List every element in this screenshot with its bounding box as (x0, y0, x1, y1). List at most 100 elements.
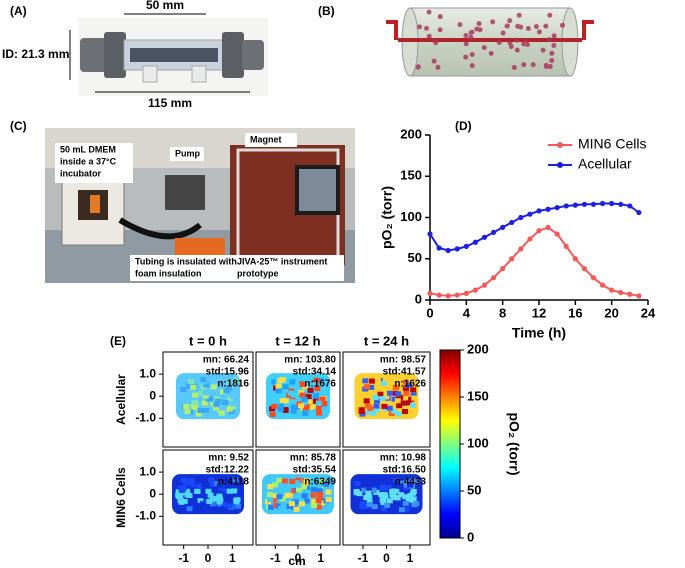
map-pixel (181, 498, 188, 504)
map-pixel (197, 390, 204, 396)
map-pixel (399, 406, 406, 412)
map-pixel (306, 505, 313, 511)
x-tick-label: 1 (229, 551, 236, 565)
stat-label: mn: 103.80 (284, 355, 336, 366)
map-pixel (316, 483, 323, 489)
map-pixel (315, 405, 322, 411)
map-pixel (201, 379, 208, 385)
map-pixel (230, 393, 237, 399)
cell-dot (432, 38, 438, 44)
map-pixel (393, 488, 400, 494)
map-pixel (213, 407, 220, 413)
map-pixel (235, 483, 242, 489)
map-pixel (277, 378, 284, 384)
x-tick-label: -1 (358, 551, 369, 565)
map-pixel (361, 487, 368, 493)
map-pixel (299, 381, 306, 387)
annotation: Tubing is insulated with (135, 256, 237, 266)
annotation: prototype (237, 268, 279, 278)
data-point (463, 243, 469, 249)
map-pixel (378, 492, 385, 498)
map-pixel (385, 485, 392, 491)
map-pixel (211, 496, 218, 502)
x-tick-label: 0 (383, 551, 390, 565)
cell-dot (511, 64, 517, 70)
map-pixel (311, 503, 318, 509)
map-pixel (177, 497, 184, 503)
map-pixel (271, 403, 278, 409)
series-line (429, 202, 640, 252)
annotation: JIVA-25™ instrument (237, 256, 327, 266)
column-label: t = 24 h (364, 333, 409, 348)
map-pixel (219, 389, 226, 395)
map-pixel (405, 382, 412, 388)
map-pixel (178, 490, 185, 496)
data-point (618, 289, 624, 296)
map-pixel (325, 502, 332, 508)
panel-label: (C) (10, 119, 27, 133)
map-pixel (200, 502, 207, 508)
cell-dot (469, 51, 475, 57)
map-pixel (278, 505, 285, 511)
map-pixel (298, 403, 305, 409)
map-pixel (275, 388, 282, 394)
data-point (463, 290, 469, 296)
annotation: inside a 37°C (60, 156, 117, 166)
cell-dot (507, 40, 513, 46)
data-point (445, 293, 451, 299)
map-pixel (301, 396, 308, 402)
map-pixel (374, 386, 381, 392)
map-pixel (414, 479, 421, 485)
cell-dot (463, 32, 469, 38)
cell-dot (533, 24, 539, 30)
map-pixel (310, 492, 317, 498)
map-pixel (210, 384, 217, 390)
map-pixel (200, 376, 207, 382)
map-pixel (216, 483, 223, 489)
map-pixel (288, 501, 295, 507)
map-pixel (284, 492, 291, 498)
map-pixel (310, 487, 317, 493)
cell-dot (481, 45, 487, 51)
map-pixel (370, 487, 377, 493)
map-pixel (302, 410, 309, 416)
data-point (490, 229, 497, 235)
map-pixel (381, 506, 388, 512)
data-point (636, 293, 642, 299)
map-pixel (233, 499, 240, 505)
legend-swatch (557, 162, 563, 168)
column-label: t = 12 h (275, 333, 320, 348)
data-point (454, 246, 460, 252)
cell-dot (515, 23, 521, 29)
cell-dot (551, 33, 557, 39)
cell-dot (547, 12, 553, 18)
data-point (545, 206, 551, 212)
map-pixel (295, 477, 302, 483)
colorbar-label: pO₂ (torr) (506, 413, 522, 476)
map-pixel (313, 392, 320, 398)
map-pixel (403, 390, 410, 396)
colorbar-tick-label: 100 (467, 435, 489, 450)
x-tick-label: -1 (270, 551, 281, 565)
stat-label: n:1676 (304, 379, 336, 390)
map-pixel (358, 409, 365, 415)
data-point (572, 202, 578, 208)
cell-dot (474, 26, 480, 32)
map-pixel (226, 488, 233, 494)
map-pixel (389, 488, 396, 494)
map-pixel (410, 387, 417, 393)
cell-dot (463, 54, 469, 60)
cell-dot (507, 18, 513, 24)
x-tick-label: 1 (317, 551, 324, 565)
map-pixel (392, 384, 399, 390)
map-pixel (298, 390, 305, 396)
legend-entry: MIN6 Cells (578, 136, 646, 152)
map-pixel (218, 410, 225, 416)
cell-dot (496, 40, 502, 46)
map-pixel (281, 478, 288, 484)
map-pixel (196, 483, 203, 489)
map-pixel (315, 504, 322, 510)
map-pixel (210, 505, 217, 511)
map-pixel (403, 506, 410, 512)
stat-label: n:1816 (217, 379, 249, 390)
